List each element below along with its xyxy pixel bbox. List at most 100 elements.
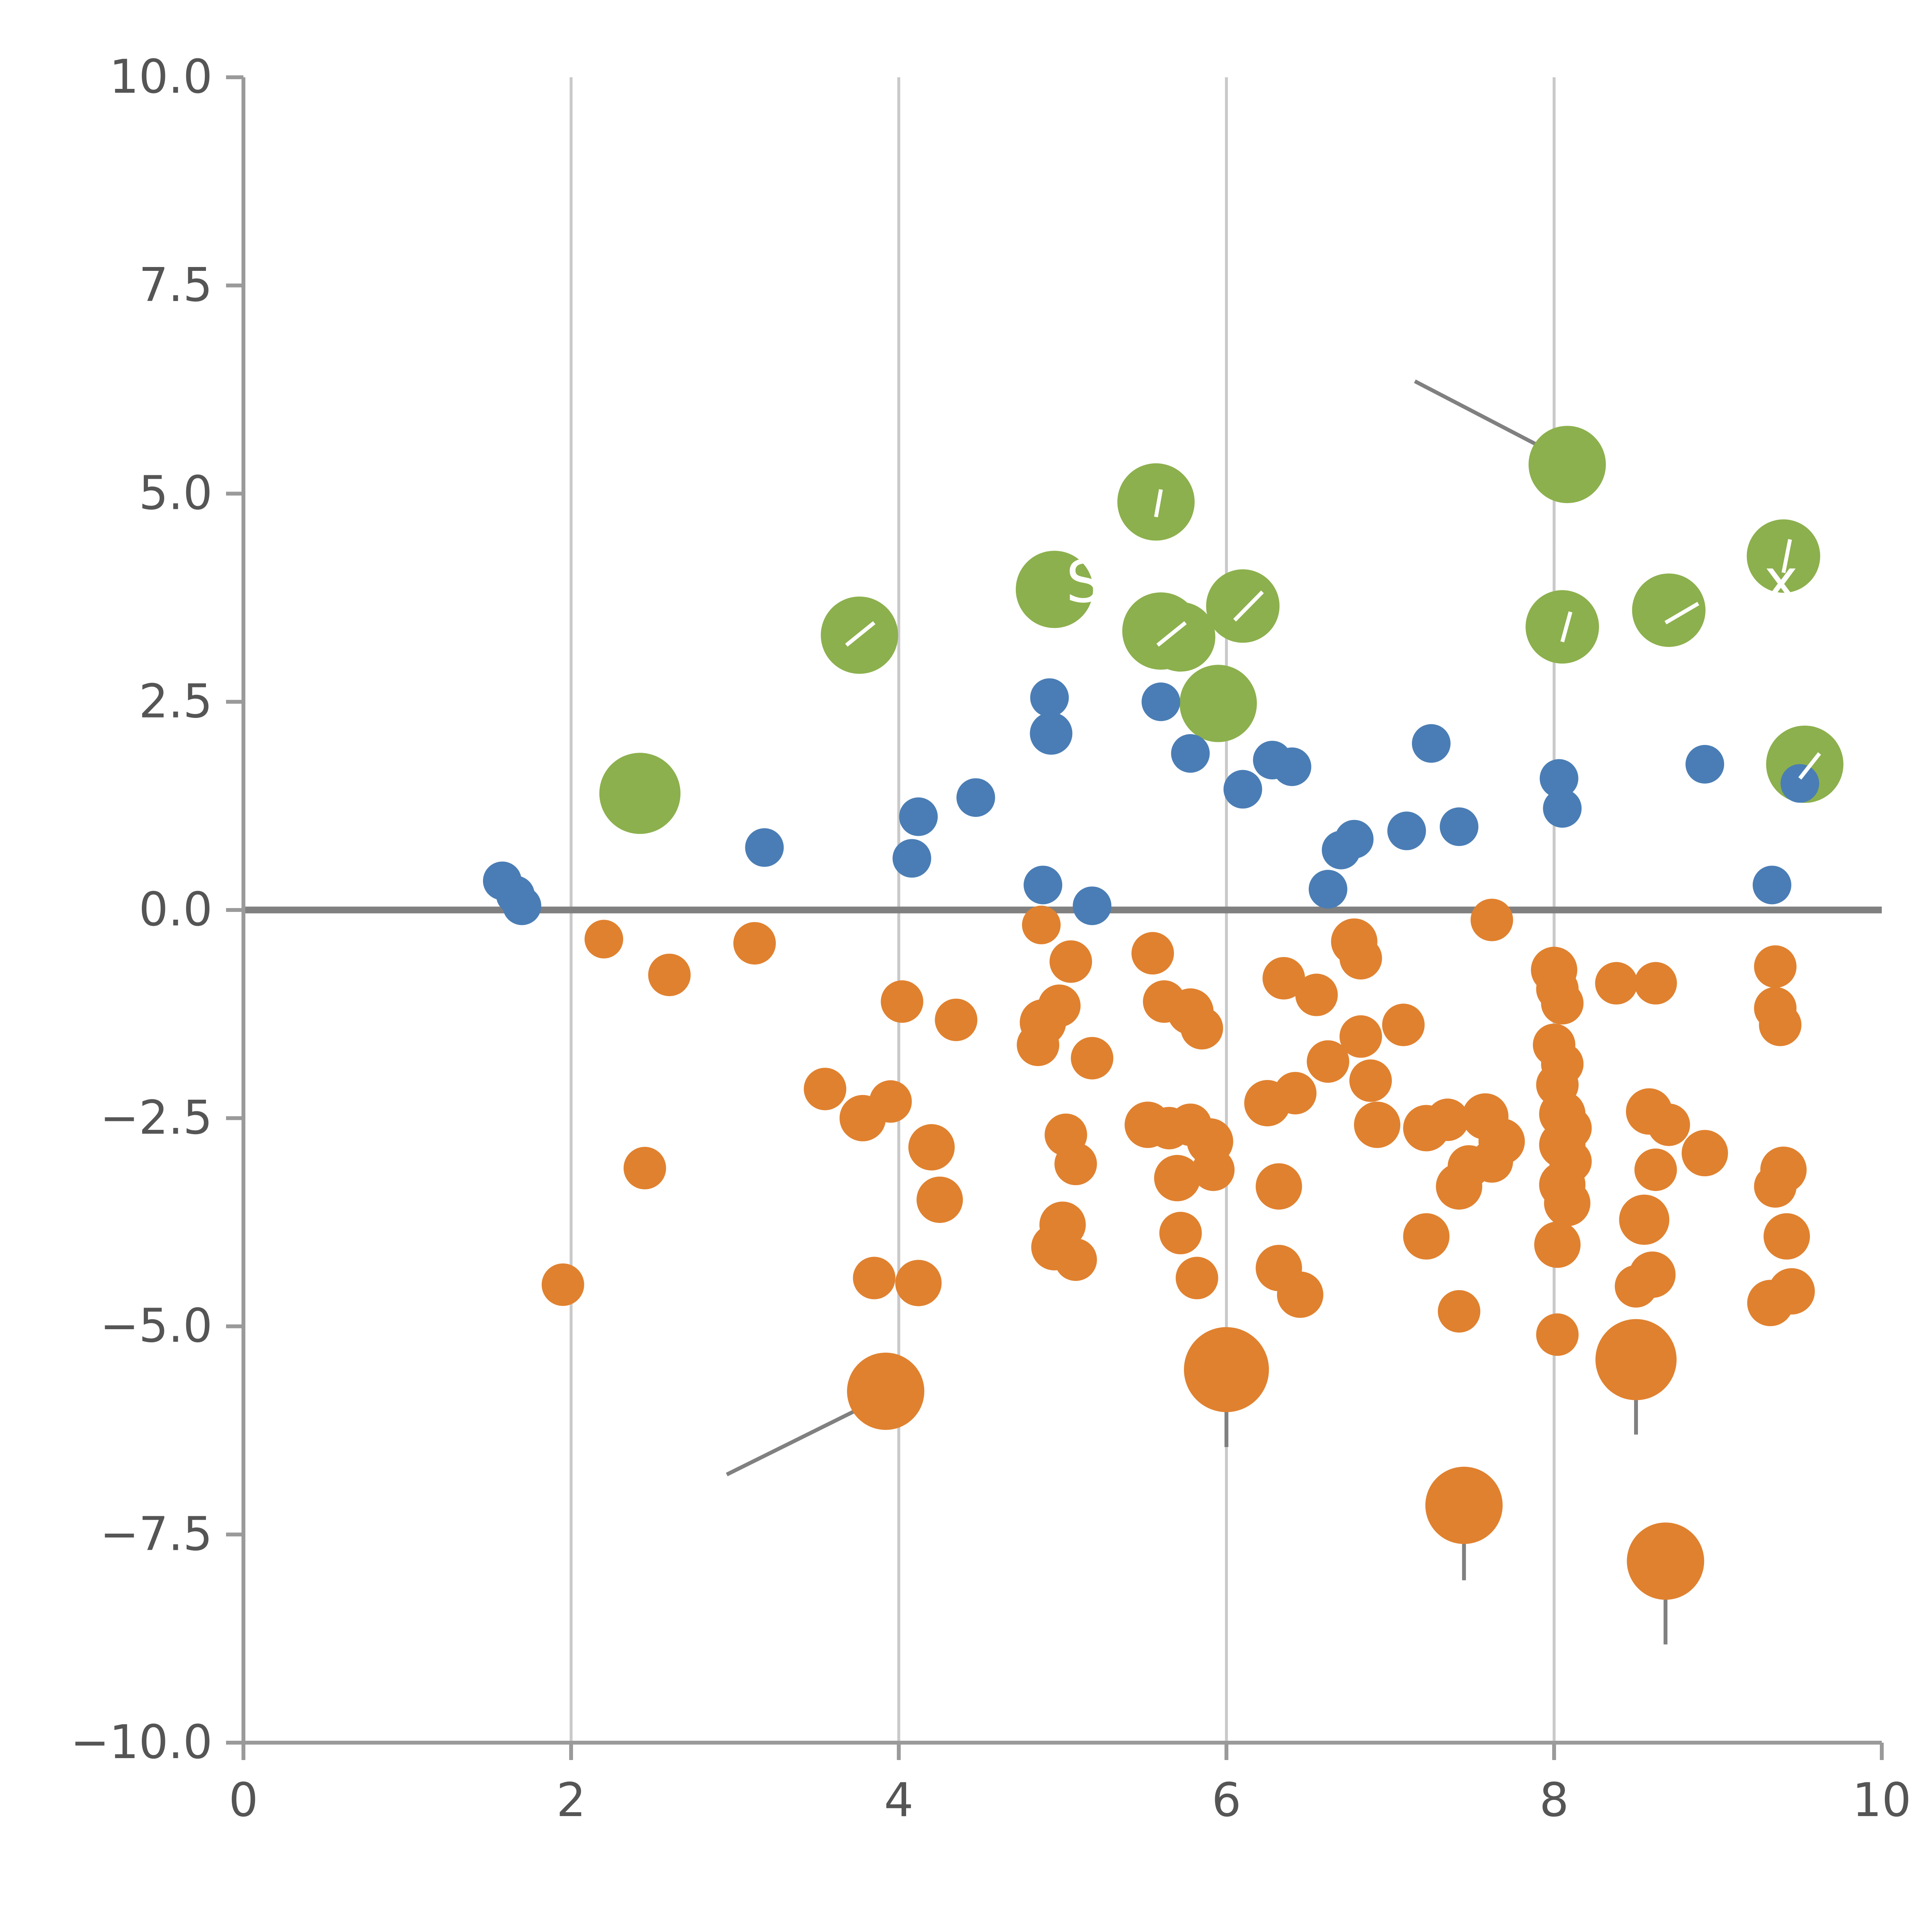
data-point-orange <box>1180 1007 1223 1050</box>
annotation-leader-line-white <box>1156 621 1187 647</box>
data-point-blue <box>956 778 995 817</box>
data-point-orange <box>1071 1037 1114 1080</box>
data-point-orange <box>804 1068 847 1111</box>
data-point-blue <box>892 839 931 878</box>
y-tick-label: 5.0 <box>139 467 213 520</box>
y-tick-label: 7.5 <box>139 259 213 312</box>
data-point-orange <box>1382 1003 1425 1046</box>
data-point-orange <box>1184 1327 1269 1412</box>
data-point-orange <box>1426 1099 1469 1141</box>
data-point-orange <box>1754 1165 1797 1208</box>
data-point-orange <box>1277 1271 1323 1318</box>
data-point-orange <box>541 1263 584 1306</box>
data-point-green <box>1747 519 1820 593</box>
data-point-orange <box>1038 984 1081 1027</box>
data-point-orange <box>1647 1103 1690 1146</box>
data-point-orange <box>1627 1522 1704 1600</box>
data-point-orange <box>1595 1319 1677 1400</box>
data-point-orange <box>1054 1238 1097 1281</box>
x-tick-label: 8 <box>1539 1774 1569 1827</box>
data-point-orange <box>1192 1148 1235 1191</box>
data-point-orange <box>935 998 978 1041</box>
data-point-blue <box>1272 747 1311 786</box>
data-point-orange <box>1764 1213 1810 1260</box>
data-point-blue <box>1073 886 1112 925</box>
data-point-orange <box>1054 1143 1097 1185</box>
data-point-green <box>1632 573 1706 647</box>
data-point-orange <box>1131 932 1174 975</box>
data-point-orange <box>1682 1130 1728 1177</box>
data-point-orange <box>1544 1180 1590 1226</box>
data-point-green <box>599 753 681 834</box>
annotation-leader-line-white <box>1798 752 1821 780</box>
x-tick-label: 2 <box>556 1774 586 1827</box>
x-tick-label: 0 <box>229 1774 258 1827</box>
data-point-blue <box>1412 724 1451 763</box>
annotation-leader-line-white <box>1555 525 1563 548</box>
x-tick-label: 10 <box>1852 1774 1912 1827</box>
data-point-orange <box>895 1260 942 1306</box>
data-point-orange <box>853 1257 896 1299</box>
x-tick-label: 4 <box>884 1774 913 1827</box>
data-point-orange <box>584 920 623 959</box>
annotation-leader-line-white <box>1233 590 1264 622</box>
data-point-orange <box>1595 962 1638 1005</box>
y-tick-label: −5.0 <box>100 1299 213 1353</box>
data-point-blue <box>1335 820 1374 859</box>
data-point-orange <box>1759 1003 1802 1046</box>
data-point-blue <box>1440 807 1479 846</box>
data-point-orange <box>917 1176 963 1223</box>
data-point-blue <box>1030 678 1069 717</box>
data-point-green <box>1117 463 1195 541</box>
data-point-orange <box>908 1124 955 1171</box>
data-point-orange <box>1536 1313 1579 1356</box>
data-point-blue <box>1024 866 1063 905</box>
annotation-leader-line-white <box>1154 489 1163 517</box>
data-point-orange <box>1049 940 1092 983</box>
data-point-orange <box>1619 1194 1670 1245</box>
annotation-text: S <box>1066 549 1102 616</box>
data-point-orange <box>1175 1257 1218 1299</box>
data-point-orange <box>1017 1024 1060 1066</box>
data-point-orange <box>1262 957 1305 1000</box>
data-point-green <box>1015 551 1093 628</box>
y-tick-label: −7.5 <box>100 1507 213 1561</box>
data-point-orange <box>1159 1212 1202 1255</box>
data-point-blue <box>1539 759 1578 798</box>
data-point-blue <box>1223 770 1262 809</box>
data-point-green <box>1206 569 1280 643</box>
data-point-blue <box>745 828 784 867</box>
data-point-orange <box>1541 982 1584 1025</box>
data-point-orange <box>1306 1040 1349 1083</box>
data-point-orange <box>1768 1268 1815 1315</box>
data-point-orange <box>623 1147 666 1190</box>
data-point-orange <box>1154 1155 1201 1201</box>
y-tick-label: 0.0 <box>139 883 213 937</box>
data-point-orange <box>1022 905 1061 944</box>
x-tick-label: 6 <box>1212 1774 1241 1827</box>
data-point-orange <box>1349 1059 1392 1102</box>
annotation-leader-line <box>726 1403 867 1476</box>
data-point-blue <box>1543 789 1582 828</box>
data-point-orange <box>1615 1265 1657 1308</box>
data-point-blue <box>1030 712 1073 755</box>
data-point-orange <box>1255 1163 1302 1210</box>
data-point-green <box>1146 602 1216 672</box>
annotation-leader-line-white <box>1664 602 1699 624</box>
y-tick-label: 2.5 <box>139 675 213 728</box>
data-point-blue <box>1171 734 1210 773</box>
data-point-blue <box>1781 764 1819 803</box>
annotation-leader-line <box>1414 379 1555 456</box>
annotation-text: x <box>1764 547 1798 614</box>
data-point-orange <box>869 1080 912 1123</box>
data-point-orange <box>1274 1072 1317 1115</box>
data-point-green <box>1179 665 1257 742</box>
data-point-orange <box>1534 1221 1581 1268</box>
data-point-orange <box>1403 1213 1450 1260</box>
data-point-blue <box>1752 866 1791 905</box>
annotation-leader-line-white <box>845 621 876 647</box>
annotation-leader-line-white <box>1781 539 1792 573</box>
data-point-orange <box>1634 962 1677 1005</box>
